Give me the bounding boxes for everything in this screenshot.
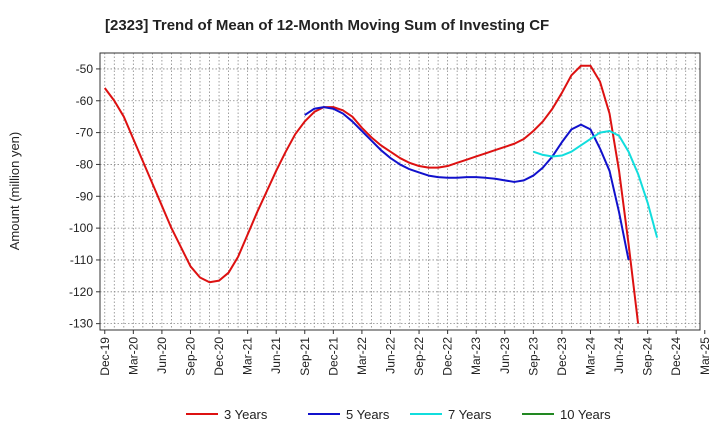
y-tick-label: -70 bbox=[76, 126, 94, 140]
y-tick-label: -60 bbox=[76, 94, 94, 108]
x-tick-label: Mar-21 bbox=[241, 337, 255, 375]
legend-label: 7 Years bbox=[448, 407, 492, 422]
y-tick-label: -90 bbox=[76, 189, 94, 203]
grid-lines bbox=[100, 53, 700, 330]
x-tick-label: Mar-25 bbox=[698, 337, 712, 375]
x-tick-label: Dec-21 bbox=[326, 337, 340, 376]
y-tick-label: -80 bbox=[76, 157, 94, 171]
y-tick-label: -130 bbox=[69, 317, 93, 331]
y-axis-label: Amount (million yen) bbox=[7, 132, 22, 251]
x-tick-label: Sep-20 bbox=[183, 337, 197, 376]
legend-label: 10 Years bbox=[560, 407, 611, 422]
chart-title: [2323] Trend of Mean of 12-Month Moving … bbox=[105, 17, 549, 34]
y-tick-label: -110 bbox=[70, 253, 93, 267]
x-tick-label: Mar-22 bbox=[355, 337, 369, 375]
plot-frame bbox=[99, 52, 701, 331]
x-tick-label: Sep-24 bbox=[641, 337, 655, 376]
x-tick-label: Dec-23 bbox=[555, 337, 569, 376]
x-axis-ticks: Dec-19 Mar-20 Jun-20 Sep-20 Dec-20 Mar-21 Jun-… bbox=[98, 330, 712, 376]
x-tick-label: Mar-20 bbox=[126, 337, 140, 375]
x-tick-label: Mar-24 bbox=[583, 337, 597, 375]
x-tick-label: Dec-19 bbox=[98, 337, 112, 376]
x-tick-label: Sep-22 bbox=[412, 337, 426, 376]
y-tick-label: -100 bbox=[69, 221, 93, 235]
x-tick-label: Jun-21 bbox=[269, 337, 283, 374]
legend-label: 3 Years bbox=[224, 407, 268, 422]
y-tick-label: -120 bbox=[69, 285, 93, 299]
legend: 3 Years 5 Years 7 Years 10 Years bbox=[186, 407, 611, 422]
series-line-3-years bbox=[103, 64, 640, 324]
x-tick-label: Jun-24 bbox=[612, 337, 626, 374]
y-axis-ticks: -50 -60 -70 -80 -90 -100 -110 -120 -130 bbox=[69, 62, 100, 331]
x-tick-label: Sep-21 bbox=[298, 337, 312, 376]
series-line-5-years bbox=[304, 106, 630, 261]
series-line-7-years bbox=[533, 130, 659, 238]
x-tick-label: Jun-23 bbox=[498, 337, 512, 374]
x-tick-label: Jun-20 bbox=[155, 337, 169, 374]
series-lines bbox=[103, 64, 659, 324]
x-tick-label: Jun-22 bbox=[383, 337, 397, 374]
x-tick-label: Sep-23 bbox=[526, 337, 540, 376]
legend-label: 5 Years bbox=[346, 407, 390, 422]
x-tick-label: Dec-24 bbox=[669, 337, 683, 376]
y-tick-label: -50 bbox=[76, 62, 94, 76]
x-tick-label: Mar-23 bbox=[469, 337, 483, 375]
x-tick-label: Dec-20 bbox=[212, 337, 226, 376]
x-tick-label: Dec-22 bbox=[441, 337, 455, 376]
